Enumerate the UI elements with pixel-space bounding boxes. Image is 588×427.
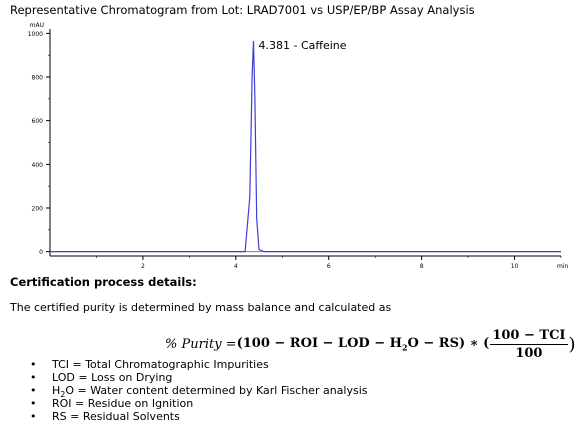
- x-tick-label: 6: [327, 263, 331, 270]
- y-tick-label: 400: [32, 162, 44, 169]
- definition-item: • LOD = Loss on Drying: [30, 371, 173, 384]
- formula-numerator: 100 − TCI: [490, 327, 568, 345]
- chromatogram-chart: 0 200 400 600 800 1000 2 4 6 8 10 mAU min 4.381 - Caf…: [28, 22, 569, 270]
- formula-lhs: % Purity =: [165, 336, 237, 352]
- purity-formula: % Purity = (100 − ROI − LOD − H2O − RS) …: [165, 326, 576, 362]
- section-heading: Certification process details:: [10, 275, 197, 289]
- y-tick-label: 800: [32, 75, 44, 82]
- x-tick-label: 4: [234, 263, 238, 270]
- formula-denominator: 100: [515, 345, 543, 361]
- x-tick-label: 8: [420, 263, 424, 270]
- peak-annotation: 4.381 - Caffeine: [259, 39, 347, 52]
- y-tick-label: 0: [39, 249, 43, 256]
- definition-item: • H2O = Water content determined by Karl …: [30, 384, 368, 400]
- formula-close-paren: ): [568, 333, 576, 355]
- definition-item: • RS = Residual Solvents: [30, 410, 180, 423]
- definition-item: • TCI = Total Chromatographic Impurities: [30, 358, 269, 371]
- y-tick-label: 1000: [28, 31, 43, 38]
- y-axis-label: mAU: [30, 22, 44, 29]
- definition-item: • ROI = Residue on Ignition: [30, 397, 194, 410]
- x-axis-label: min: [557, 263, 569, 270]
- intro-text: The certified purity is determined by ma…: [10, 301, 392, 314]
- series-line: [50, 40, 561, 253]
- formula-terms: (100 − ROI − LOD − H2O − RS) ∗ (: [236, 335, 490, 353]
- x-tick-label: 10: [511, 263, 519, 270]
- chart-title: Representative Chromatogram from Lot: LR…: [10, 3, 475, 17]
- y-tick-label: 600: [32, 118, 44, 125]
- definition-list: • TCI = Total Chromatographic Impurities …: [30, 358, 368, 423]
- x-tick-label: 2: [141, 263, 145, 270]
- formula-fraction: 100 − TCI 100: [490, 327, 568, 361]
- y-tick-label: 200: [32, 205, 44, 212]
